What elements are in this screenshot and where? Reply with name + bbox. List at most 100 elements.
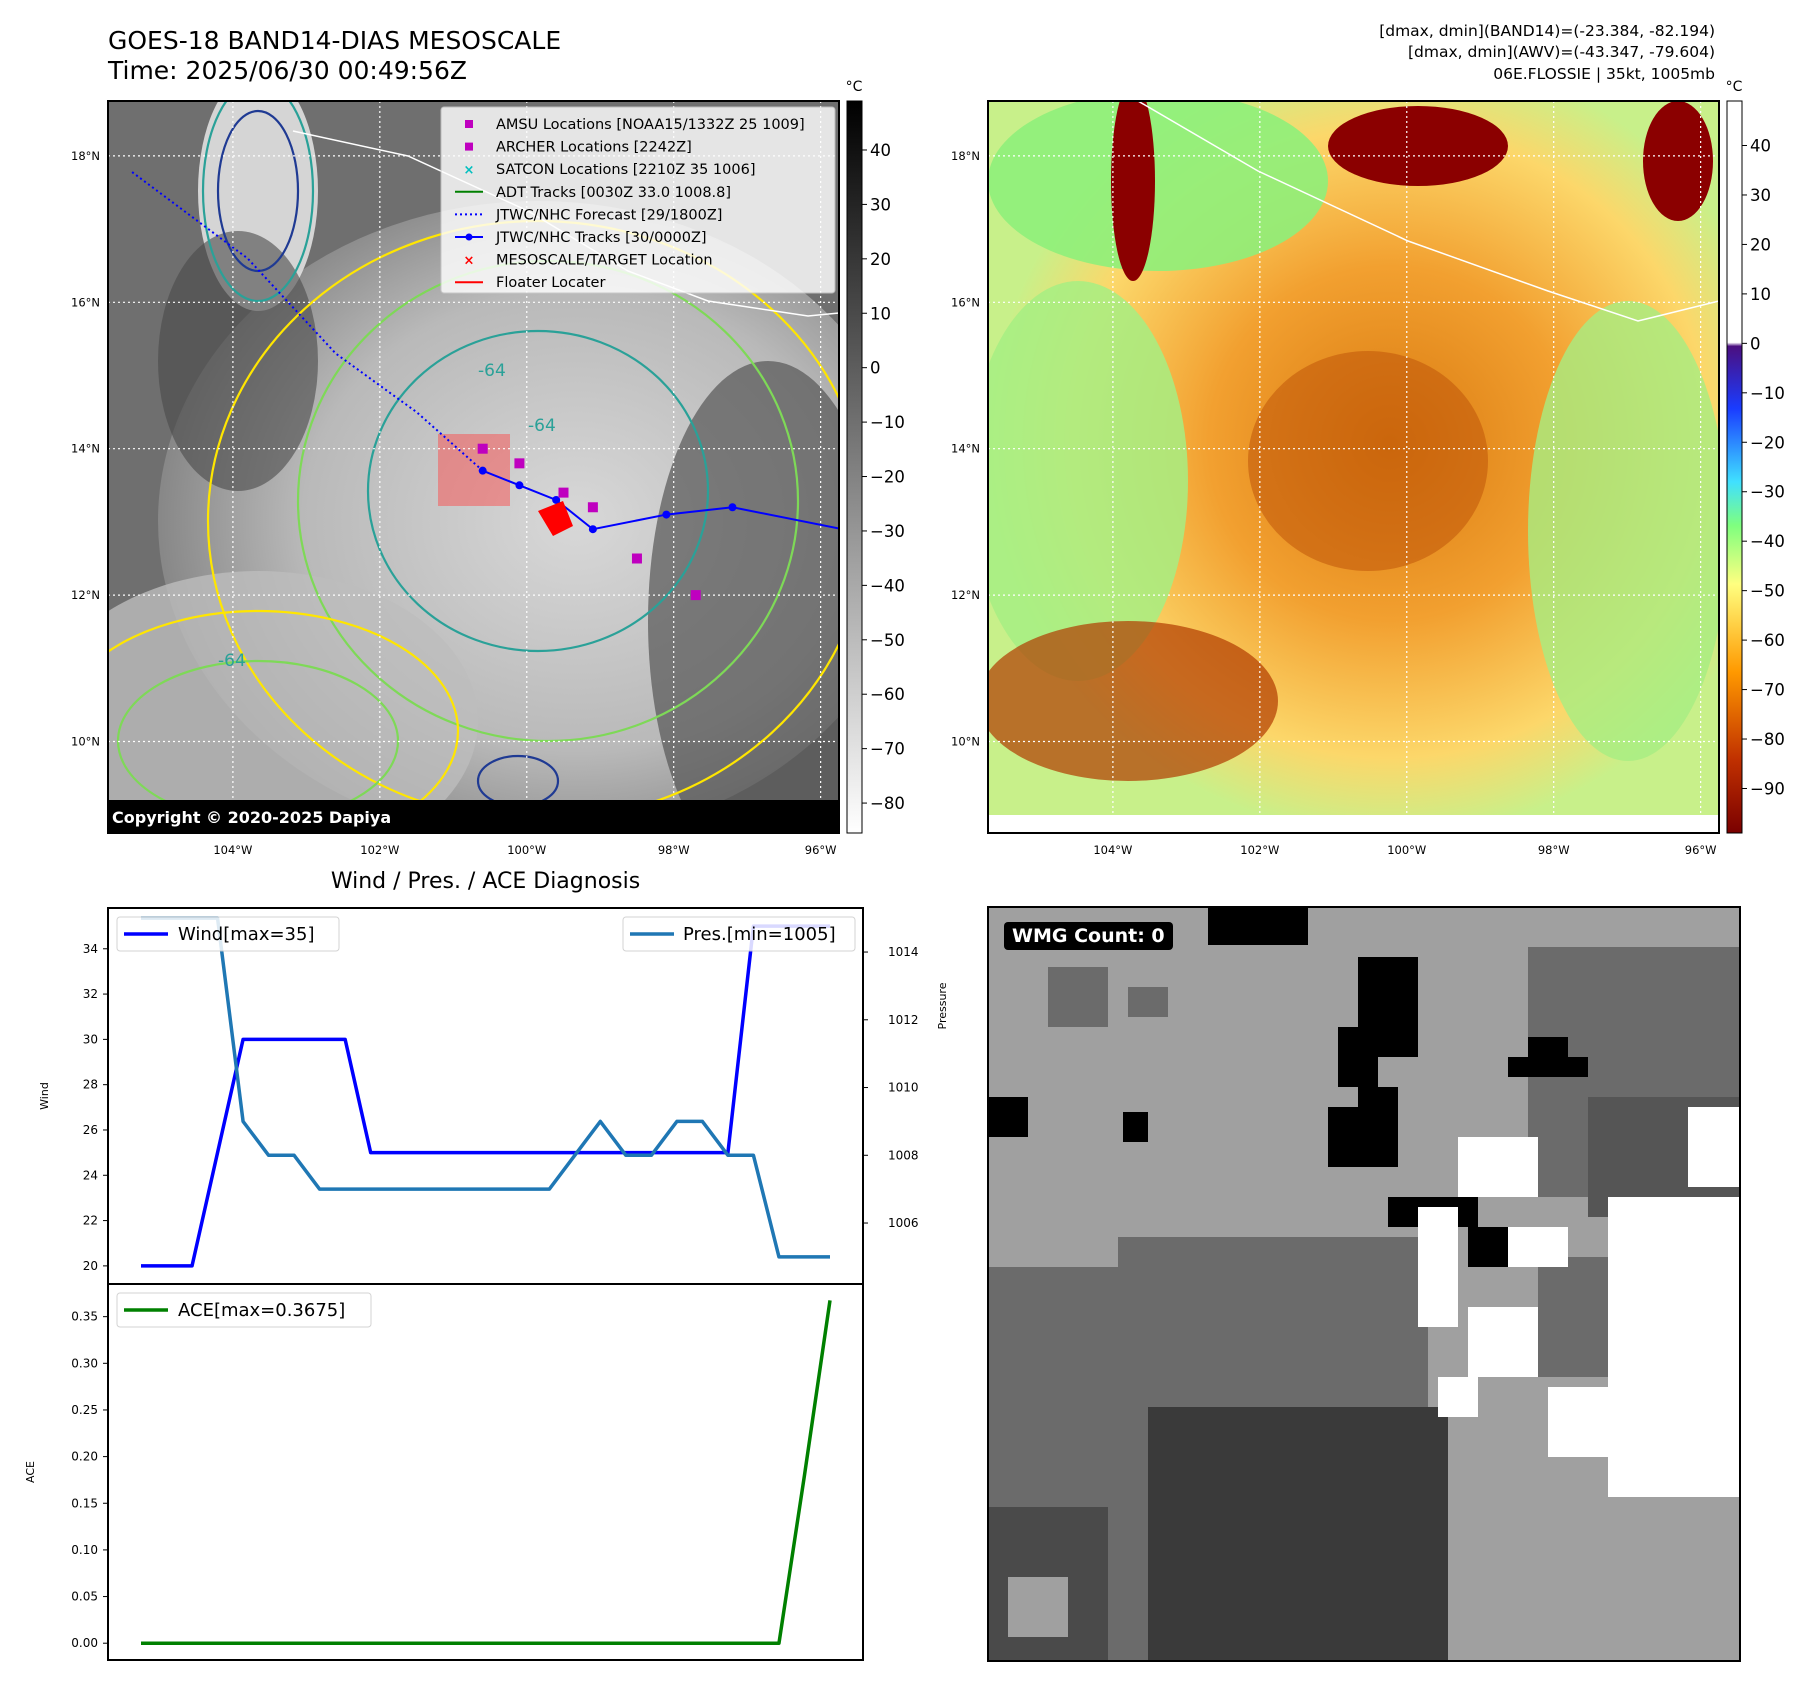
wind-chart-frame — [107, 907, 864, 1285]
legend-marker-x: × — [464, 254, 475, 269]
jtwc-track-point — [728, 503, 737, 512]
ir-lon-label: 96°W — [805, 843, 837, 857]
legend-entry: AMSU Locations [NOAA15/1332Z 25 1009] — [496, 117, 805, 133]
ir-target-box — [438, 434, 510, 506]
awv-dry-ne — [1643, 101, 1713, 221]
ir-colorbar-label: 40 — [870, 141, 891, 160]
awv-colorbar-label: 20 — [1750, 235, 1771, 254]
wind-legend-box — [116, 916, 340, 952]
pressure-ytick-label: 1012 — [888, 1013, 919, 1027]
legend-marker-square — [465, 142, 473, 151]
wmg-white-block — [1438, 1377, 1478, 1417]
wind-ytick-label: 26 — [83, 1123, 98, 1137]
jtwc-track-point — [552, 495, 561, 504]
ir-contour — [108, 609, 460, 833]
awv-coastline — [1137, 101, 1719, 322]
awv-lon-label: 96°W — [1685, 843, 1717, 857]
pressure-legend-label: Pres.[min=1005] — [683, 924, 836, 945]
awv-colorbar-label: −40 — [1750, 532, 1785, 551]
ace-ylabel: ACE — [24, 1461, 37, 1483]
awv-colorbar-label: −10 — [1750, 384, 1785, 403]
wind-ytick-label: 32 — [83, 987, 98, 1001]
ace-ytick-label: 0.35 — [71, 1310, 98, 1324]
awv-moist-west — [988, 281, 1188, 681]
awv-dry-sw — [988, 621, 1278, 781]
ir-colorbar-label: 10 — [870, 304, 891, 323]
wind-chart-title: Wind / Pres. / ACE Diagnosis — [331, 869, 640, 894]
legend-marker-dot — [465, 233, 473, 241]
ir-colorbar-label: −10 — [870, 413, 905, 432]
awv-colorbar-label: −80 — [1750, 730, 1785, 749]
awv-colorbar-label: −20 — [1750, 433, 1785, 452]
wmg-black-block — [1338, 1027, 1378, 1087]
wind-ylabel: Wind — [38, 1082, 51, 1110]
jtwc-track-point — [662, 510, 671, 519]
ace-chart-frame — [107, 1283, 864, 1661]
wmg-block — [1228, 1237, 1428, 1417]
amsu-marker — [477, 443, 488, 454]
storm-info: 06E.FLOSSIE | 35kt, 1005mb — [1493, 65, 1715, 83]
ir-lon-label: 102°W — [360, 843, 399, 857]
legend-entry: SATCON Locations [2210Z 35 1006] — [496, 162, 755, 178]
legend-entry: Floater Locater — [496, 275, 605, 291]
ir-lat-label: 12°N — [71, 588, 100, 602]
wmg-white-block — [1548, 1387, 1638, 1457]
wind-legend: Wind[max=35] — [116, 916, 340, 952]
ace-ytick-label: 0.25 — [71, 1403, 98, 1417]
legend-entry: ARCHER Locations [2242Z] — [496, 140, 692, 156]
wmg-block — [1128, 987, 1168, 1017]
legend-box — [440, 106, 836, 294]
ir-colorbar-label: −50 — [870, 631, 905, 650]
wmg-block — [1148, 1407, 1448, 1661]
awv-lon-label: 98°W — [1538, 843, 1570, 857]
jtwc-track-point — [478, 466, 487, 475]
ir-colorbar-label: −20 — [870, 468, 905, 487]
awv-colorbar-label: 10 — [1750, 285, 1771, 304]
wind-ytick-label: 34 — [83, 942, 98, 956]
wind-ytick-label: 24 — [83, 1168, 98, 1182]
legend-entry: JTWC/NHC Tracks [30/0000Z] — [495, 230, 707, 246]
ace-ytick-label: 0.15 — [71, 1496, 98, 1510]
wmg-white-block — [1458, 1137, 1538, 1197]
awv-colorbar-unit: °C — [1726, 79, 1743, 95]
awv-lat-label: 14°N — [951, 442, 980, 456]
wmg-white-block — [1688, 1107, 1740, 1187]
ace-ytick-label: 0.30 — [71, 1356, 98, 1370]
copyright-bar — [108, 800, 839, 833]
ir-colorbar-unit: °C — [846, 79, 863, 95]
wmg-white-block — [1508, 1227, 1568, 1267]
awv-colorbar-label: −70 — [1750, 681, 1785, 700]
pressure-series-line — [141, 916, 830, 1259]
awv-colorbar — [1726, 100, 1743, 834]
awv-lat-label: 16°N — [951, 295, 980, 309]
wmg-block — [1048, 967, 1108, 1027]
ir-lat-label: 18°N — [71, 149, 100, 163]
wind-series-line — [141, 924, 830, 1268]
awv-dry-n — [1328, 106, 1508, 186]
ir-colorbar-label: −30 — [870, 522, 905, 541]
ir-contour — [366, 329, 710, 653]
ir-frame — [107, 100, 840, 834]
awv-moist-east — [1528, 301, 1719, 761]
awv-colorbar-label: −50 — [1750, 582, 1785, 601]
legend-marker-x: × — [464, 163, 475, 178]
wmg-count-label: WMG Count: 0 — [1004, 922, 1173, 950]
ir-colorbar-label: −60 — [870, 685, 905, 704]
awv-lat-label: 10°N — [951, 735, 980, 749]
awv-dry-nw — [1111, 101, 1155, 281]
wmg-black-block — [1208, 907, 1308, 945]
wind-ytick-label: 28 — [83, 1078, 98, 1092]
pressure-ylabel: Pressure — [936, 982, 949, 1029]
jtwc-track-point — [515, 481, 524, 490]
pressure-legend-box — [622, 916, 856, 952]
ir-colorbar-label: 30 — [870, 195, 891, 214]
wmg-black-block — [1358, 1087, 1398, 1117]
ace-ytick-label: 0.05 — [71, 1590, 98, 1604]
legend-entry: ADT Tracks [0030Z 33.0 1008.8] — [496, 185, 731, 201]
awv-colorbar-label: −30 — [1750, 483, 1785, 502]
ir-lon-label: 98°W — [658, 843, 690, 857]
amsu-marker — [631, 553, 642, 564]
amsu-marker — [558, 487, 569, 498]
ace-ytick-label: 0.00 — [71, 1636, 98, 1650]
